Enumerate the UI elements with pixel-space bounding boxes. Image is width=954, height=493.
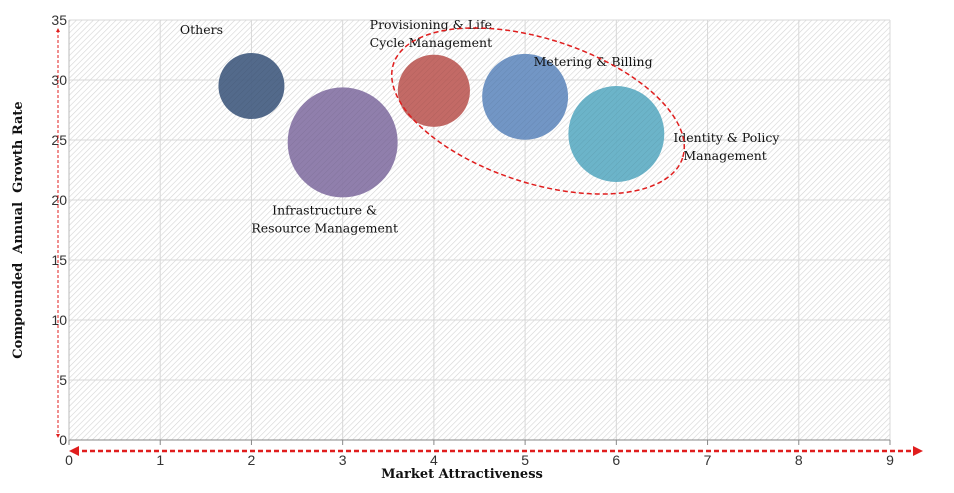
- x-axis-title: Market Attractiveness: [381, 467, 543, 482]
- bubble-label: Others: [180, 22, 223, 37]
- x-tick-label: 0: [65, 452, 73, 468]
- bubble-label: Provisioning & Life: [370, 17, 492, 32]
- plot-area: [69, 20, 890, 440]
- bubble-label: Resource Management: [251, 220, 398, 235]
- y-tick-label: 15: [51, 252, 67, 268]
- x-tick-label: 3: [339, 452, 347, 468]
- x-tick-label: 1: [156, 452, 164, 468]
- bubble-texture: [287, 87, 398, 198]
- y-tick-label: 0: [59, 432, 67, 448]
- bubble-texture: [568, 86, 665, 182]
- x-tick-label: 8: [795, 452, 803, 468]
- x-tick-label: 7: [704, 452, 712, 468]
- bubble-label: Metering & Billing: [534, 54, 653, 69]
- x-tick-label: 5: [521, 452, 529, 468]
- bubble-label: Identity & Policy: [673, 130, 780, 145]
- y-tick-label: 25: [51, 132, 67, 148]
- y-tick-label: 20: [51, 192, 67, 208]
- bubble-label: Infrastructure &: [272, 202, 377, 217]
- bubble-texture: [218, 53, 285, 119]
- bubble-texture: [482, 53, 569, 140]
- bubble-label: Cycle Management: [370, 35, 492, 50]
- x-tick-label: 9: [886, 452, 894, 468]
- y-tick-label: 35: [51, 12, 67, 28]
- x-tick-label: 6: [612, 452, 620, 468]
- y-tick-label: 5: [59, 372, 67, 388]
- x-tick-label: 2: [248, 452, 256, 468]
- y-axis-title: Compounded Annual Growth Rate: [11, 101, 26, 358]
- y-tick-label: 30: [51, 72, 67, 88]
- x-tick-label: 4: [430, 452, 438, 468]
- bubble-label: Management: [683, 148, 766, 163]
- y-tick-label: 10: [51, 312, 67, 328]
- bubble-texture: [397, 54, 470, 127]
